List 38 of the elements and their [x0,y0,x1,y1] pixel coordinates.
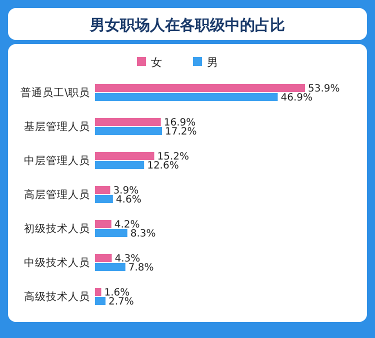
bar [95,229,128,237]
data-label: 15.2% [157,152,189,162]
data-label: 3.9% [113,186,139,196]
bar [95,152,154,160]
y-tick-label: 高级技术人员 [24,290,90,303]
bar [95,288,102,296]
data-label: 53.9% [308,84,340,94]
bar [95,186,110,194]
data-label: 4.2% [114,220,140,230]
data-label: 4.3% [114,254,140,264]
data-label: 12.6% [147,160,179,172]
bar [95,297,106,305]
bar [95,127,162,135]
data-label: 7.8% [128,262,154,274]
data-label: 46.9% [280,92,313,104]
data-label: 2.7% [108,296,134,308]
y-tick-label: 中层管理人员 [24,154,90,167]
data-label: 17.2% [165,126,197,138]
bar [95,195,113,203]
bar [95,118,161,126]
bar [95,84,305,92]
y-tick-label: 基层管理人员 [24,120,90,133]
y-tick-label: 高层管理人员 [24,188,90,201]
bar [95,220,112,228]
data-label: 16.9% [164,118,196,128]
data-label: 4.6% [116,194,142,206]
legend-label: 女 [151,56,162,69]
bar [95,161,144,169]
y-tick-label: 初级技术人员 [24,222,90,235]
legend-label: 男 [207,56,218,69]
data-label: 8.3% [130,228,156,240]
y-tick-label: 中级技术人员 [24,256,90,269]
data-label: 1.6% [104,288,130,298]
bar [95,93,278,101]
bar [95,254,112,262]
y-tick-label: 普通员工\职员 [20,86,90,99]
bar [95,263,126,271]
chart-title: 男女职场人在各职级中的占比 [89,16,285,34]
